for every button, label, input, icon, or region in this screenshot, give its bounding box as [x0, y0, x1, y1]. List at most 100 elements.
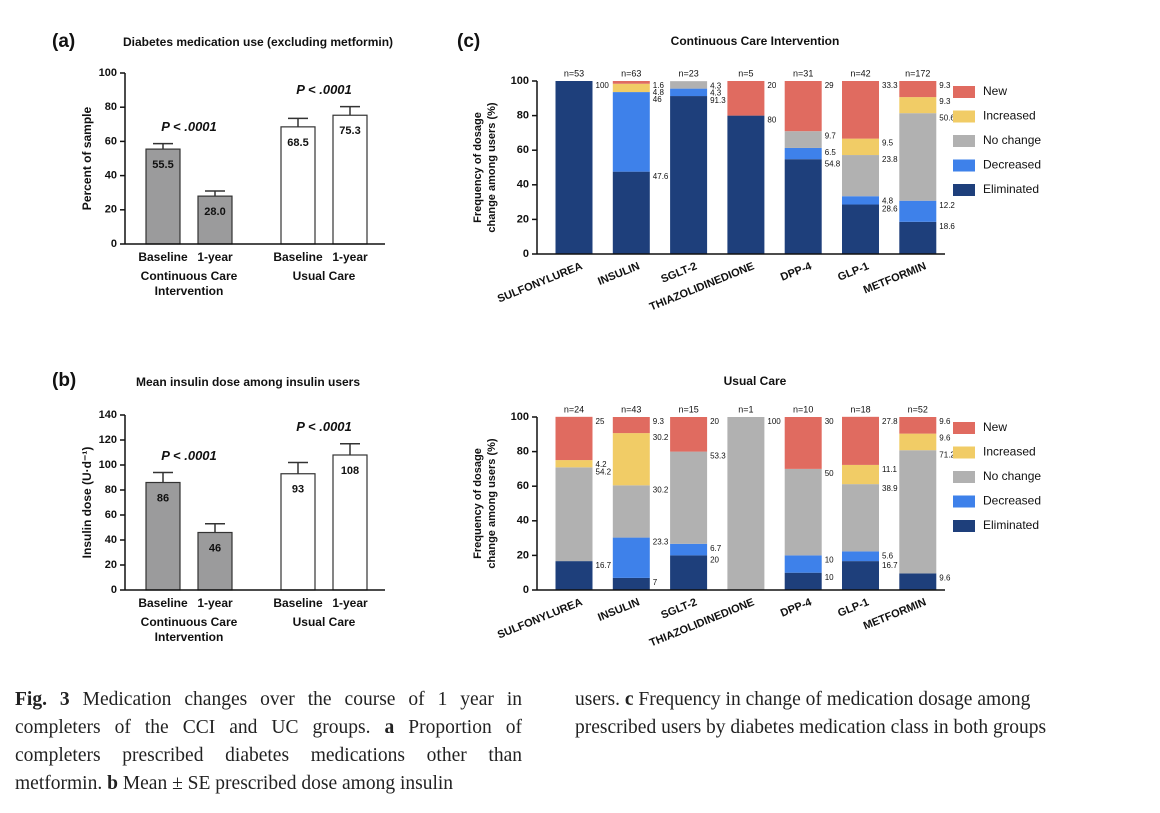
y-tick-label: 120: [99, 434, 117, 446]
value-label: 9.6: [939, 574, 951, 583]
value-label: 28.0: [204, 206, 225, 218]
n-label: n=53: [564, 68, 584, 78]
p-value-annotation: P < .0001: [296, 419, 352, 434]
bar-segment: [784, 131, 822, 148]
bar: [145, 148, 181, 245]
bar-segment: [612, 83, 650, 93]
legend-label: Decreased: [983, 158, 1041, 172]
y-tick-label: 100: [99, 67, 117, 79]
y-tick-label: 40: [517, 515, 529, 527]
n-label: n=24: [564, 404, 584, 414]
x-tick-label: DPP-4: [779, 596, 814, 620]
y-tick-label: 20: [517, 213, 529, 225]
value-label: 53.3: [710, 452, 726, 461]
bar-segment: [612, 417, 650, 434]
legend-swatch: [953, 446, 975, 459]
caption-text: a: [384, 717, 395, 738]
value-label: 12.2: [939, 201, 955, 210]
y-tick-label: 60: [105, 135, 117, 147]
caption-text: Proportion of completers prescribed diab…: [15, 717, 522, 794]
bar-segment: [555, 561, 593, 590]
legend-label: No change: [983, 469, 1041, 483]
value-label: 9.6: [939, 434, 951, 443]
value-label: 6.5: [825, 148, 837, 157]
group-label: Continuous Care: [141, 269, 238, 283]
bar-segment: [555, 81, 593, 254]
value-label: 50: [825, 469, 834, 478]
value-label: 9.7: [825, 131, 837, 140]
bar-segment: [670, 88, 708, 97]
value-label: 80: [767, 116, 776, 125]
group-label: Usual Care: [293, 615, 356, 629]
y-tick-label: 60: [517, 480, 529, 492]
bar-segment: [784, 159, 822, 254]
value-label: 4.3: [710, 89, 722, 98]
value-label: 100: [596, 81, 610, 90]
bar-segment: [612, 81, 650, 84]
bar-segment: [899, 450, 937, 574]
value-label: 30.2: [653, 485, 669, 494]
legend-swatch: [953, 159, 975, 172]
x-tick-label: GLP-1: [836, 596, 871, 619]
y-tick-label: 0: [111, 238, 117, 250]
legend-swatch: [953, 135, 975, 147]
x-tick-label: Baseline: [138, 250, 188, 264]
panel-label: (c): [457, 31, 480, 52]
y-axis-label: Frequency of dosage: [472, 448, 484, 559]
value-label: 100: [767, 417, 781, 426]
bar-segment: [612, 92, 650, 172]
x-tick-label: SULFONYLUREA: [496, 596, 584, 641]
value-label: 4.8: [882, 196, 894, 205]
bar-segment: [727, 115, 765, 254]
y-tick-label: 80: [517, 446, 529, 458]
y-tick-label: 20: [105, 204, 117, 216]
legend-swatch: [953, 110, 975, 123]
bar-segment: [670, 81, 708, 89]
caption-text: users.: [575, 689, 625, 710]
legend-label: Eliminated: [983, 518, 1039, 532]
x-tick-label: SULFONYLUREA: [496, 260, 584, 305]
bar-segment: [842, 416, 879, 465]
p-value-annotation: P < .0001: [161, 448, 217, 463]
legend-label: Increased: [983, 445, 1036, 459]
value-label: 54.8: [825, 159, 841, 168]
p-value-annotation: P < .0001: [296, 82, 352, 97]
y-tick-label: 40: [105, 534, 117, 546]
value-label: 20: [767, 81, 776, 90]
legend-label: Decreased: [983, 494, 1041, 508]
n-label: n=42: [850, 68, 870, 78]
n-label: n=15: [678, 404, 698, 414]
x-tick-label: 1-year: [332, 596, 368, 610]
x-tick-label: THIAZOLIDINEDIONE: [648, 260, 756, 313]
value-label: 33.3: [882, 81, 898, 90]
bar-segment: [670, 543, 708, 556]
x-tick-label: SGLT-2: [659, 260, 698, 285]
n-label: n=31: [793, 68, 813, 78]
bar-segment: [612, 537, 650, 578]
value-label: 23.8: [882, 155, 898, 164]
value-label: 4.3: [710, 81, 722, 90]
bar-segment: [612, 485, 650, 538]
bar-segment: [555, 467, 593, 562]
bar-segment: [899, 113, 937, 201]
legend-label: New: [983, 84, 1007, 98]
value-label: 9.3: [939, 81, 951, 90]
bar-segment: [842, 204, 879, 254]
value-label: 55.5: [152, 159, 173, 171]
caption-text: c: [624, 689, 634, 710]
legend-swatch: [953, 86, 975, 98]
chart-title: Mean insulin dose among insulin users: [136, 375, 360, 389]
bar-segment: [612, 577, 650, 590]
value-label: 91.3: [710, 96, 726, 105]
bar-segment: [842, 196, 879, 205]
caption-text: Medication changes over the course of 1 …: [15, 689, 522, 738]
legend-swatch: [953, 422, 975, 434]
n-label: n=10: [793, 404, 813, 414]
value-label: 16.7: [596, 561, 612, 570]
value-label: 16.7: [882, 561, 898, 570]
n-label: n=1: [738, 404, 753, 414]
x-tick-label: 1-year: [197, 250, 233, 264]
y-tick-label: 0: [111, 584, 117, 596]
bar-segment: [842, 155, 879, 197]
